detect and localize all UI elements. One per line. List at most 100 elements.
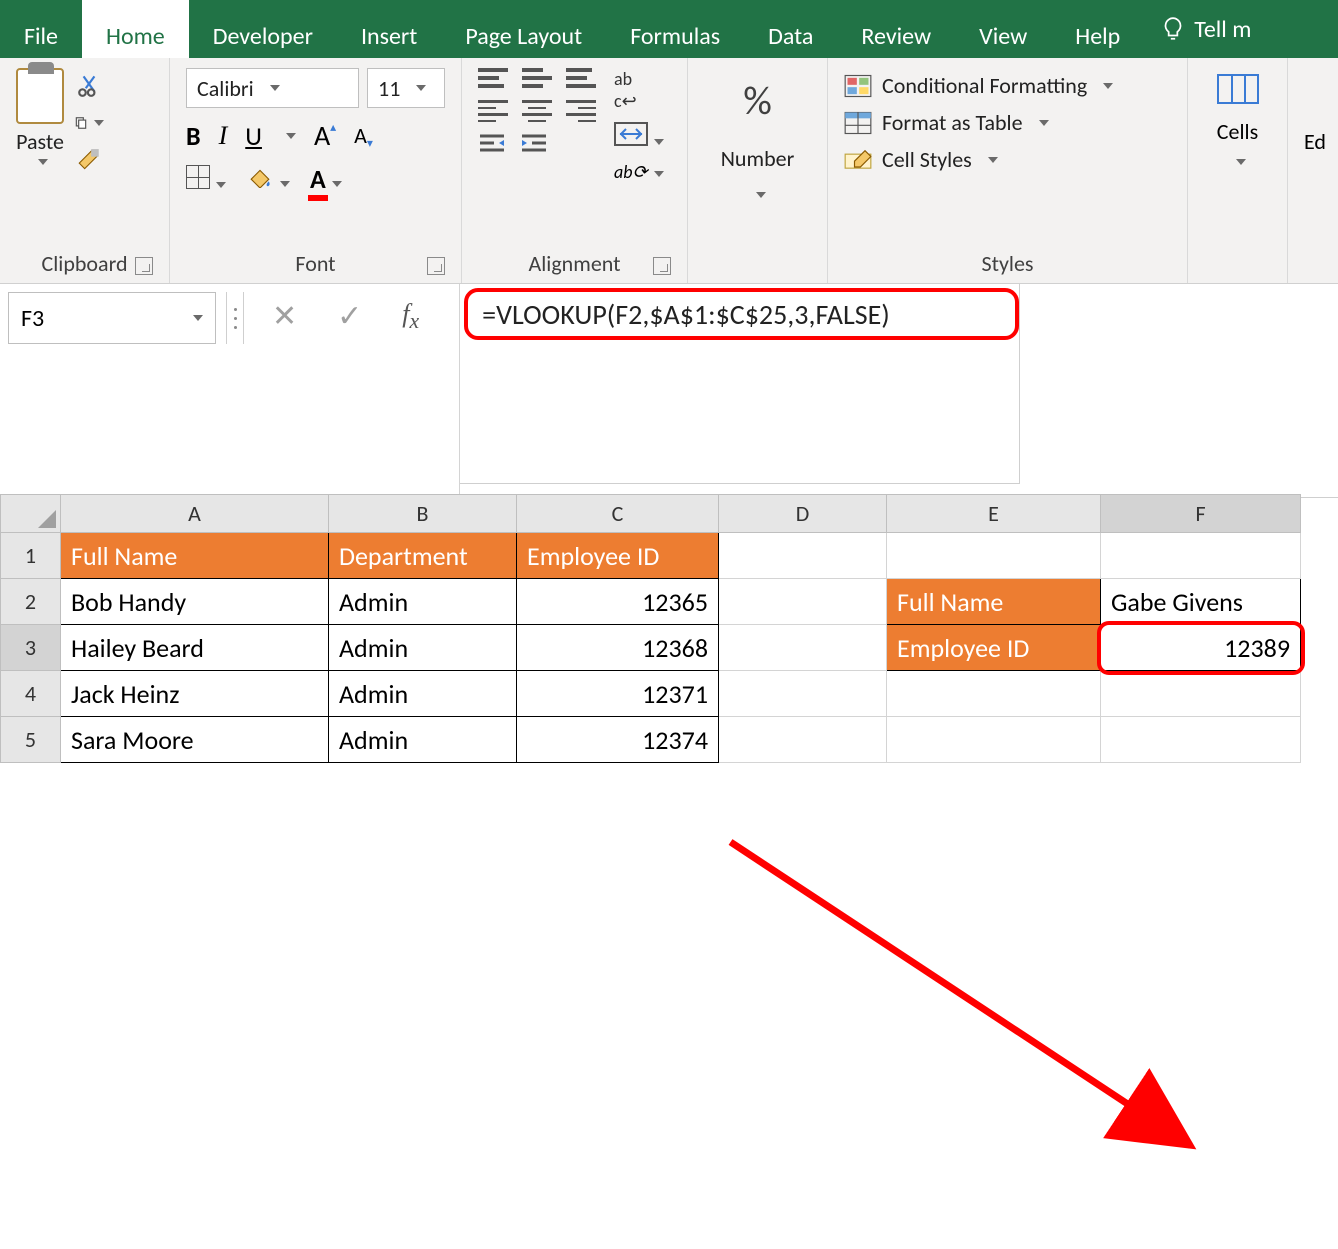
tab-file[interactable]: File — [0, 0, 82, 58]
orientation-button[interactable]: ab⟳ — [614, 161, 664, 183]
align-middle-button[interactable] — [522, 68, 552, 90]
font-name-combo[interactable]: Calibri — [186, 68, 359, 108]
align-bottom-button[interactable] — [566, 68, 596, 90]
cell-F3[interactable]: 12389 — [1101, 625, 1301, 671]
column-header-F[interactable]: F — [1101, 495, 1301, 533]
conditional-formatting-button[interactable]: Conditional Formatting — [844, 72, 1171, 99]
tab-insert[interactable]: Insert — [337, 0, 441, 58]
paste-dropdown-icon[interactable] — [38, 159, 48, 165]
cell-B5[interactable]: Admin — [329, 717, 517, 763]
name-box[interactable]: F3 — [8, 292, 216, 344]
enter-formula-button[interactable]: ✓ — [337, 298, 362, 335]
tab-view[interactable]: View — [955, 0, 1051, 58]
cell-A4[interactable]: Jack Heinz — [61, 671, 329, 717]
format-painter-button[interactable] — [74, 148, 104, 174]
increase-indent-button[interactable] — [520, 132, 548, 159]
underline-button[interactable]: U — [245, 120, 262, 152]
row-header-4[interactable]: 4 — [1, 671, 61, 717]
tab-formulas[interactable]: Formulas — [606, 0, 744, 58]
row-header-5[interactable]: 5 — [1, 717, 61, 763]
align-left-button[interactable] — [478, 100, 508, 122]
cell-E5[interactable] — [887, 717, 1101, 763]
row-header-2[interactable]: 2 — [1, 579, 61, 625]
cell-styles-button[interactable]: Cell Styles — [844, 146, 1171, 173]
wrap-text-button[interactable]: abc↩ — [614, 68, 664, 112]
column-header-E[interactable]: E — [887, 495, 1101, 533]
cell-F5[interactable] — [1101, 717, 1301, 763]
number-format-button[interactable]: Number — [721, 145, 795, 172]
cell-F4[interactable] — [1101, 671, 1301, 717]
clipboard-launcher-icon[interactable] — [135, 257, 153, 275]
cells-icon[interactable] — [1217, 74, 1259, 104]
align-center-button[interactable] — [522, 100, 552, 122]
cell-A2[interactable]: Bob Handy — [61, 579, 329, 625]
cell-E2[interactable]: Full Name — [887, 579, 1101, 625]
cells-label[interactable]: Cells — [1217, 118, 1258, 145]
cell-C5[interactable]: 12374 — [517, 717, 719, 763]
cell-A1[interactable]: Full Name — [61, 533, 329, 579]
align-right-button[interactable] — [566, 100, 596, 122]
cell-B2[interactable]: Admin — [329, 579, 517, 625]
cell-A3[interactable]: Hailey Beard — [61, 625, 329, 671]
tab-data[interactable]: Data — [744, 0, 837, 58]
bold-button[interactable]: B — [186, 120, 201, 152]
cell-D4[interactable] — [719, 671, 887, 717]
column-header-A[interactable]: A — [61, 495, 329, 533]
format-as-table-button[interactable]: Format as Table — [844, 109, 1171, 136]
column-header-C[interactable]: C — [517, 495, 719, 533]
tab-developer[interactable]: Developer — [189, 0, 337, 58]
cell-E3[interactable]: Employee ID — [887, 625, 1101, 671]
cell-B4[interactable]: Admin — [329, 671, 517, 717]
cell-B1[interactable]: Department — [329, 533, 517, 579]
fx-icon[interactable]: fx — [402, 299, 419, 334]
tab-page-layout[interactable]: Page Layout — [441, 0, 606, 58]
cell-C2[interactable]: 12365 — [517, 579, 719, 625]
ribbon-body: Paste Clipboard Calibri 11 — [0, 58, 1338, 284]
cell-C4[interactable]: 12371 — [517, 671, 719, 717]
italic-button[interactable]: I — [219, 121, 228, 151]
align-top-button[interactable] — [478, 68, 508, 90]
row-header-3[interactable]: 3 — [1, 625, 61, 671]
spreadsheet-grid[interactable]: ABCDEF1Full NameDepartmentEmployee ID2Bo… — [0, 494, 1338, 763]
cell-D5[interactable] — [719, 717, 887, 763]
paste-button[interactable]: Paste — [16, 68, 64, 174]
cell-C1[interactable]: Employee ID — [517, 533, 719, 579]
borders-button[interactable] — [186, 165, 226, 194]
shrink-font-button[interactable]: A — [354, 122, 373, 149]
column-header-D[interactable]: D — [719, 495, 887, 533]
cell-F1[interactable] — [1101, 533, 1301, 579]
tab-review[interactable]: Review — [837, 0, 955, 58]
tab-home[interactable]: Home — [82, 0, 189, 58]
cell-F2[interactable]: Gabe Givens — [1101, 579, 1301, 625]
cell-C3[interactable]: 12368 — [517, 625, 719, 671]
font-launcher-icon[interactable] — [427, 257, 445, 275]
font-size-combo[interactable]: 11 — [367, 68, 445, 108]
grow-font-button[interactable]: A — [314, 118, 336, 153]
cell-B3[interactable]: Admin — [329, 625, 517, 671]
name-box-dropdown-icon[interactable] — [193, 315, 203, 321]
number-dropdown-icon[interactable] — [756, 192, 766, 198]
formula-input[interactable]: =VLOOKUP(F2,$A$1:$C$25,3,FALSE) — [464, 288, 1019, 340]
group-alignment: abc↩ ab⟳ Alignment — [462, 58, 688, 283]
cancel-formula-button[interactable]: ✕ — [272, 298, 297, 335]
percent-icon[interactable]: % — [743, 76, 772, 125]
row-header-1[interactable]: 1 — [1, 533, 61, 579]
font-color-button[interactable]: A — [310, 163, 342, 195]
cut-button[interactable] — [74, 72, 104, 98]
cell-E1[interactable] — [887, 533, 1101, 579]
cell-D3[interactable] — [719, 625, 887, 671]
select-all-corner[interactable] — [1, 495, 61, 533]
fill-color-button[interactable] — [246, 166, 290, 193]
tab-help[interactable]: Help — [1051, 0, 1144, 58]
alignment-launcher-icon[interactable] — [653, 257, 671, 275]
cell-D1[interactable] — [719, 533, 887, 579]
decrease-indent-button[interactable] — [478, 132, 506, 159]
copy-button[interactable] — [74, 110, 104, 136]
cell-A5[interactable]: Sara Moore — [61, 717, 329, 763]
cells-dropdown-icon[interactable] — [1236, 159, 1246, 165]
column-header-B[interactable]: B — [329, 495, 517, 533]
cell-D2[interactable] — [719, 579, 887, 625]
cell-E4[interactable] — [887, 671, 1101, 717]
tell-me[interactable]: Tell m — [1144, 0, 1251, 58]
merge-center-button[interactable] — [614, 122, 664, 151]
